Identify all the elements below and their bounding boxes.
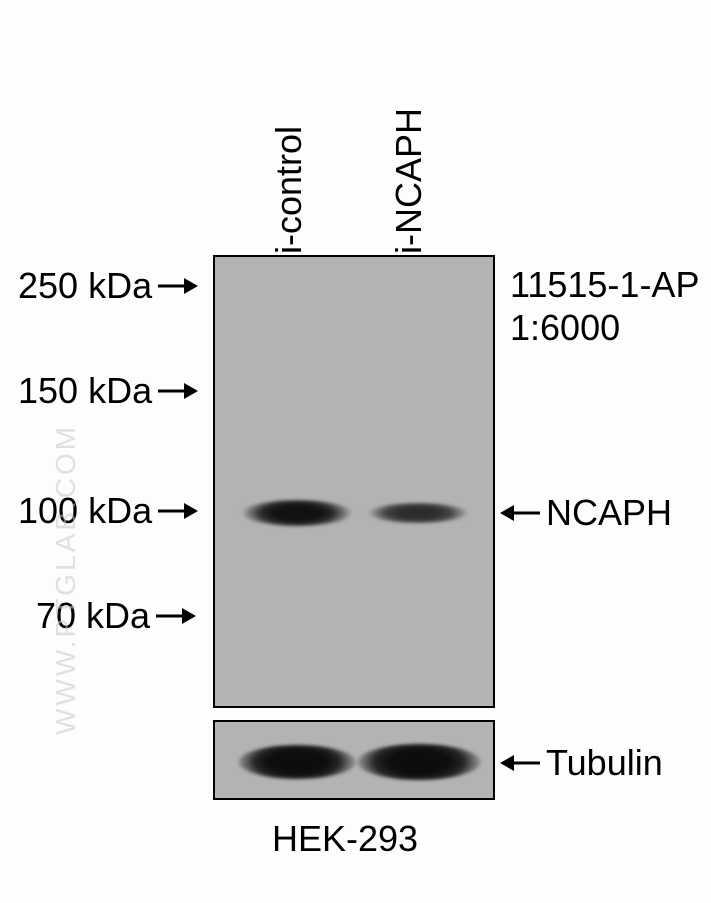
band-ncaph-control <box>242 500 352 526</box>
loading-control-text: Tubulin <box>546 742 663 784</box>
mw-text: 250 kDa <box>18 265 152 307</box>
arrow-right-icon <box>158 370 198 412</box>
arrow-left-icon <box>500 742 540 784</box>
arrow-right-icon <box>158 265 198 307</box>
western-blot-figure: WWW.PTGLAB.COM si-control si-NCAPH 250 k… <box>0 0 711 903</box>
band-tubulin-control <box>238 745 356 779</box>
target-text: NCAPH <box>546 492 672 534</box>
mw-text: 100 kDa <box>18 490 152 532</box>
arrow-right-icon <box>156 595 196 637</box>
lane-label-ncaph: si-NCAPH <box>388 108 430 272</box>
mw-marker-150: 150 kDa <box>18 370 198 412</box>
watermark-text: WWW.PTGLAB.COM <box>50 424 82 735</box>
band-ncaph-knockdown <box>368 503 468 523</box>
antibody-dilution: 1:6000 <box>510 306 699 349</box>
lane-label-control: si-control <box>268 126 310 272</box>
loading-control-label: Tubulin <box>500 742 663 784</box>
mw-text: 150 kDa <box>18 370 152 412</box>
loading-blot <box>213 720 495 800</box>
arrow-left-icon <box>500 492 540 534</box>
arrow-right-icon <box>158 490 198 532</box>
mw-marker-250: 250 kDa <box>18 265 198 307</box>
main-blot <box>213 255 495 708</box>
band-tubulin-knockdown <box>357 744 481 780</box>
mw-marker-100: 100 kDa <box>18 490 198 532</box>
target-label: NCAPH <box>500 492 672 534</box>
antibody-info: 11515-1-AP 1:6000 <box>510 263 699 349</box>
cell-line-label: HEK-293 <box>272 818 418 860</box>
antibody-catalog: 11515-1-AP <box>510 263 699 306</box>
